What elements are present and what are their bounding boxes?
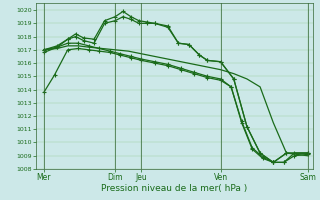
X-axis label: Pression niveau de la mer( hPa ): Pression niveau de la mer( hPa ) <box>101 184 248 193</box>
